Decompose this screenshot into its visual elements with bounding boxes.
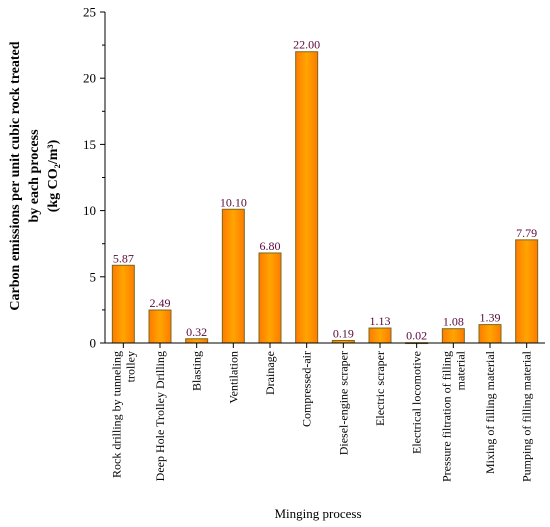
y-axis-title: Carbon emissions per unit cubic rock tre… [8, 41, 61, 310]
category-label: Pumping of filling material [520, 350, 534, 482]
bar-value-label: 1.08 [443, 315, 464, 329]
category-label: Deep Hole Trolley Drilling [153, 351, 167, 481]
bar-value-label: 1.39 [480, 311, 501, 325]
value-labels-group: 5.87 2.49 0.32 10.10 6.80 22.00 0.19 1.13 0.02 1.… [113, 38, 537, 343]
category-label: Rock drilling by tunneling [109, 351, 123, 478]
category-label: material [453, 350, 467, 390]
bar [441, 328, 465, 344]
bar [221, 208, 245, 344]
bar-value-label: 0.32 [186, 325, 207, 339]
bar [258, 252, 282, 344]
bar [111, 264, 135, 344]
bar [185, 338, 209, 344]
category-labels-group: Rock drilling by tunneling trolley Deep Ho… [109, 350, 533, 482]
category-label: Diesel-engine scraper [336, 351, 350, 455]
category-label: Drainage [263, 351, 277, 395]
y-axis-title-line-1: Carbon emissions per unit cubic rock tre… [8, 41, 23, 310]
bar-value-label: 5.87 [113, 251, 134, 265]
bars-group [111, 51, 539, 345]
bar-value-label: 22.00 [293, 38, 320, 52]
y-tick-label: 10 [83, 203, 96, 218]
bar [295, 51, 319, 344]
y-tick-label: 25 [83, 5, 96, 20]
category-label: trolley [123, 351, 137, 382]
y-tick-label: 5 [90, 269, 97, 284]
y-tick-label: 0 [90, 336, 97, 351]
category-label: Blasting [190, 351, 204, 391]
y-tick-label: 15 [83, 137, 96, 152]
y-axis-title-line-2: by each process [27, 129, 42, 223]
bar-value-label: 0.19 [333, 326, 354, 340]
bar-value-label: 7.79 [516, 226, 537, 240]
bar-value-label: 1.13 [370, 314, 391, 328]
x-ticks-group [122, 343, 528, 348]
y-tick-label: 20 [83, 71, 96, 86]
bar [478, 324, 502, 344]
bar-value-label: 10.10 [220, 195, 247, 209]
category-label: Compressed-air [300, 351, 314, 427]
y-ticks-group: 0 5 10 15 20 25 [83, 5, 105, 351]
x-axis-title: Minging process [274, 506, 361, 521]
bar-value-label: 6.80 [260, 239, 281, 253]
bar [368, 327, 392, 344]
bar-value-label: 0.02 [406, 329, 427, 343]
bar [148, 309, 172, 344]
category-label: Ventilation [226, 351, 240, 404]
y-axis-title-unit: (kg CO₂/m³) [46, 139, 61, 212]
category-label: Pressure filtration of filling [439, 351, 453, 482]
category-label: Electrical locomotive [410, 351, 424, 454]
bar [515, 239, 539, 344]
bar-value-label: 2.49 [150, 296, 171, 310]
category-label: Electric scraper [373, 351, 387, 426]
category-label: Mixing of filling material [483, 350, 497, 474]
